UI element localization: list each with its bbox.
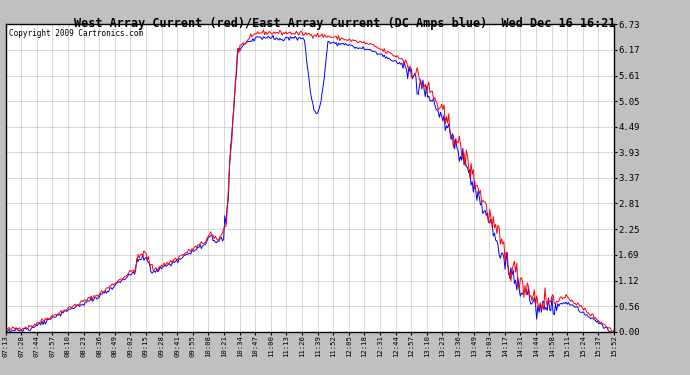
Text: West Array Current (red)/East Array Current (DC Amps blue)  Wed Dec 16 16:21: West Array Current (red)/East Array Curr… bbox=[75, 17, 615, 30]
Text: Copyright 2009 Cartronics.com: Copyright 2009 Cartronics.com bbox=[8, 29, 143, 38]
